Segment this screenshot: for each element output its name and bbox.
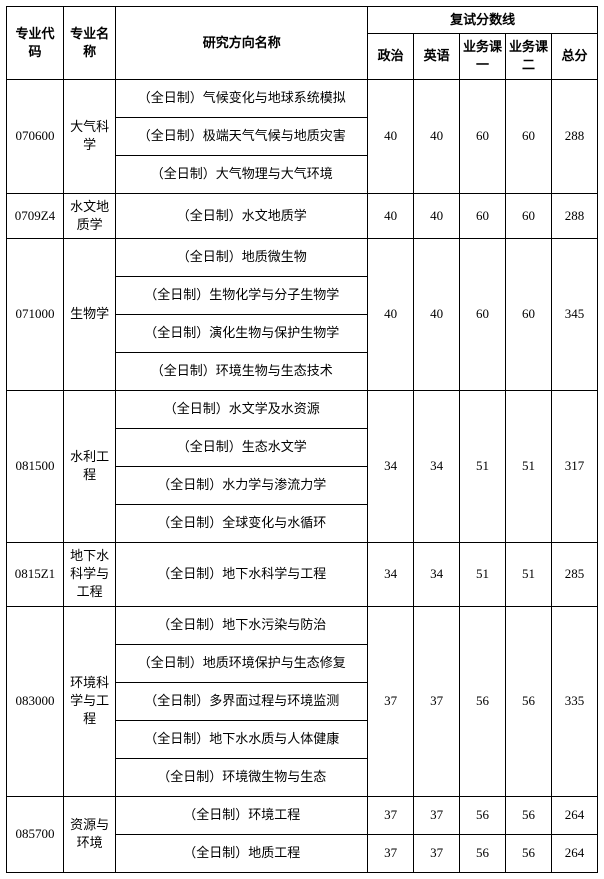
cell-direction: （全日制）多界面过程与环境监测 xyxy=(116,682,368,720)
cell-course2: 51 xyxy=(506,390,552,542)
cell-total: 264 xyxy=(551,834,597,872)
cell-name: 环境科学与工程 xyxy=(63,606,116,796)
cell-english: 34 xyxy=(414,390,460,542)
cell-total: 335 xyxy=(551,606,597,796)
cell-direction: （全日制）环境生物与生态技术 xyxy=(116,352,368,390)
header-name: 专业名称 xyxy=(63,7,116,80)
cell-course2: 56 xyxy=(506,834,552,872)
cell-name: 水文地质学 xyxy=(63,193,116,238)
cell-course1: 60 xyxy=(460,238,506,390)
table-row: 070600大气科学（全日制）气候变化与地球系统模拟40406060288 xyxy=(7,79,598,117)
cell-course1: 60 xyxy=(460,193,506,238)
cell-name: 生物学 xyxy=(63,238,116,390)
cell-course1: 60 xyxy=(460,79,506,193)
cell-course2: 56 xyxy=(506,606,552,796)
cell-code: 085700 xyxy=(7,796,64,872)
cell-direction: （全日制）地质微生物 xyxy=(116,238,368,276)
table-row: 0815Z1地下水科学与工程（全日制）地下水科学与工程34345151285 xyxy=(7,542,598,606)
header-politics: 政治 xyxy=(368,34,414,79)
cell-direction: （全日制）水文学及水资源 xyxy=(116,390,368,428)
cell-direction: （全日制）地质环境保护与生态修复 xyxy=(116,644,368,682)
cell-politics: 37 xyxy=(368,606,414,796)
header-direction: 研究方向名称 xyxy=(116,7,368,80)
cell-total: 288 xyxy=(551,79,597,193)
header-total: 总分 xyxy=(551,34,597,79)
cell-direction: （全日制）大气物理与大气环境 xyxy=(116,155,368,193)
cell-total: 285 xyxy=(551,542,597,606)
cell-total: 317 xyxy=(551,390,597,542)
cell-course1: 56 xyxy=(460,606,506,796)
header-score-group: 复试分数线 xyxy=(368,7,598,34)
cell-code: 070600 xyxy=(7,79,64,193)
cell-direction: （全日制）地下水科学与工程 xyxy=(116,542,368,606)
cell-code: 081500 xyxy=(7,390,64,542)
cell-direction: （全日制）全球变化与水循环 xyxy=(116,504,368,542)
cell-direction: （全日制）气候变化与地球系统模拟 xyxy=(116,79,368,117)
cell-english: 37 xyxy=(414,606,460,796)
cell-total: 345 xyxy=(551,238,597,390)
header-course1: 业务课一 xyxy=(460,34,506,79)
cell-course1: 51 xyxy=(460,542,506,606)
cell-politics: 40 xyxy=(368,193,414,238)
cell-total: 288 xyxy=(551,193,597,238)
cell-code: 083000 xyxy=(7,606,64,796)
cell-name: 水利工程 xyxy=(63,390,116,542)
table-header: 专业代码 专业名称 研究方向名称 复试分数线 政治 英语 业务课一 业务课二 总… xyxy=(7,7,598,80)
cell-english: 37 xyxy=(414,834,460,872)
cell-politics: 37 xyxy=(368,796,414,834)
cell-english: 40 xyxy=(414,238,460,390)
cell-course2: 56 xyxy=(506,796,552,834)
cell-direction: （全日制）地质工程 xyxy=(116,834,368,872)
header-code: 专业代码 xyxy=(7,7,64,80)
cell-direction: （全日制）水力学与渗流力学 xyxy=(116,466,368,504)
cell-politics: 34 xyxy=(368,390,414,542)
cell-direction: （全日制）环境微生物与生态 xyxy=(116,758,368,796)
header-english: 英语 xyxy=(414,34,460,79)
cell-politics: 40 xyxy=(368,238,414,390)
cell-direction: （全日制）演化生物与保护生物学 xyxy=(116,314,368,352)
scores-table: 专业代码 专业名称 研究方向名称 复试分数线 政治 英语 业务课一 业务课二 总… xyxy=(6,6,598,873)
cell-english: 37 xyxy=(414,796,460,834)
cell-course2: 60 xyxy=(506,193,552,238)
cell-course2: 60 xyxy=(506,238,552,390)
table-row: 081500水利工程（全日制）水文学及水资源34345151317 xyxy=(7,390,598,428)
cell-course2: 60 xyxy=(506,79,552,193)
table-body: 070600大气科学（全日制）气候变化与地球系统模拟40406060288（全日… xyxy=(7,79,598,872)
cell-name: 资源与环境 xyxy=(63,796,116,872)
cell-total: 264 xyxy=(551,796,597,834)
cell-direction: （全日制）生态水文学 xyxy=(116,428,368,466)
cell-direction: （全日制）地下水水质与人体健康 xyxy=(116,720,368,758)
cell-course1: 51 xyxy=(460,390,506,542)
table-row: 085700资源与环境（全日制）环境工程37375656264 xyxy=(7,796,598,834)
cell-politics: 37 xyxy=(368,834,414,872)
cell-code: 0709Z4 xyxy=(7,193,64,238)
cell-name: 地下水科学与工程 xyxy=(63,542,116,606)
cell-course1: 56 xyxy=(460,834,506,872)
table-row: 083000环境科学与工程（全日制）地下水污染与防治37375656335 xyxy=(7,606,598,644)
cell-english: 34 xyxy=(414,542,460,606)
cell-course2: 51 xyxy=(506,542,552,606)
cell-code: 071000 xyxy=(7,238,64,390)
cell-direction: （全日制）生物化学与分子生物学 xyxy=(116,276,368,314)
table-row: 071000生物学（全日制）地质微生物40406060345 xyxy=(7,238,598,276)
cell-direction: （全日制）水文地质学 xyxy=(116,193,368,238)
cell-english: 40 xyxy=(414,193,460,238)
header-course2: 业务课二 xyxy=(506,34,552,79)
cell-direction: （全日制）环境工程 xyxy=(116,796,368,834)
cell-direction: （全日制）地下水污染与防治 xyxy=(116,606,368,644)
cell-english: 40 xyxy=(414,79,460,193)
cell-politics: 34 xyxy=(368,542,414,606)
cell-politics: 40 xyxy=(368,79,414,193)
cell-course1: 56 xyxy=(460,796,506,834)
cell-direction: （全日制）极端天气气候与地质灾害 xyxy=(116,117,368,155)
cell-name: 大气科学 xyxy=(63,79,116,193)
table-row: 0709Z4水文地质学（全日制）水文地质学40406060288 xyxy=(7,193,598,238)
cell-code: 0815Z1 xyxy=(7,542,64,606)
